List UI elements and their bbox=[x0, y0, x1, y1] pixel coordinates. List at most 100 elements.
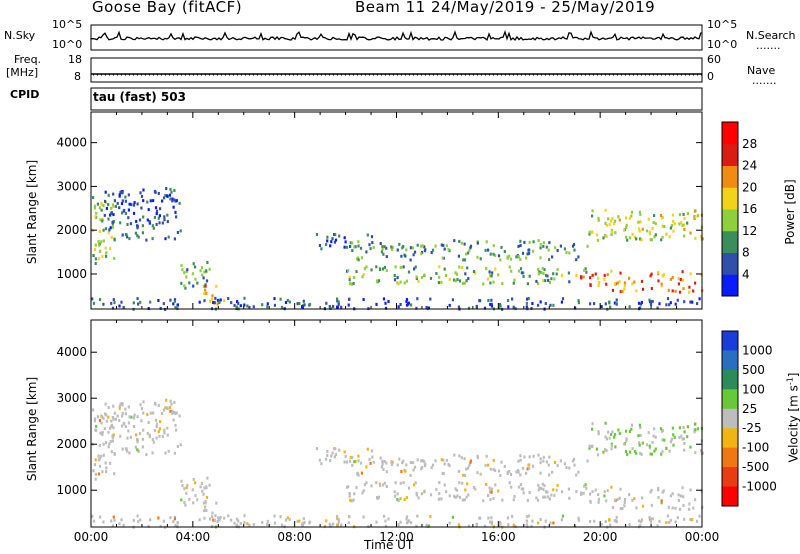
velocity-echo-cell bbox=[239, 522, 242, 525]
velocity-echo-cell bbox=[527, 514, 530, 518]
nave-top-tick: 60 bbox=[707, 53, 721, 66]
velocity-echo-cell bbox=[442, 458, 445, 462]
velocity-echo-cell bbox=[360, 471, 363, 475]
power-echo-cell bbox=[359, 246, 363, 250]
velocity-echo-cell bbox=[116, 414, 119, 418]
power-echo-cell bbox=[420, 252, 423, 256]
power-echo-cell bbox=[151, 224, 154, 228]
velocity-echo-cell bbox=[487, 516, 490, 520]
velocity-echo-cell bbox=[437, 497, 440, 501]
velocity-echo-cell bbox=[682, 495, 685, 499]
velocity-echo-cell bbox=[623, 501, 626, 504]
power-echo-cell bbox=[110, 235, 113, 239]
power-echo-cell bbox=[631, 232, 634, 236]
velocity-echo-cell bbox=[677, 499, 680, 502]
velocity-echo-cell bbox=[563, 462, 566, 466]
power-echo-cell bbox=[626, 238, 629, 242]
power-echo-cell bbox=[693, 209, 697, 213]
power-echo-cell bbox=[423, 249, 427, 253]
velocity-echo-cell bbox=[586, 459, 589, 463]
velocity-echo-cell bbox=[396, 498, 399, 501]
velocity-echo-cell bbox=[494, 483, 497, 487]
velocity-echo-cell bbox=[458, 495, 462, 499]
power-echo-cell bbox=[485, 267, 488, 271]
power-echo-cell bbox=[396, 248, 399, 252]
power-echo-cell bbox=[440, 280, 443, 284]
power-echo-cell bbox=[440, 243, 443, 247]
velocity-echo-cell bbox=[665, 446, 668, 450]
power-echo-cell bbox=[546, 274, 549, 278]
power-echo-cell bbox=[414, 265, 417, 269]
velocity-echo-cell bbox=[443, 483, 446, 487]
power-echo-cell bbox=[649, 303, 653, 306]
velocity-echo-cell bbox=[600, 522, 603, 526]
velocity-echo-cell bbox=[379, 456, 382, 460]
power-echo-cell bbox=[677, 277, 680, 280]
velocity-echo-cell bbox=[333, 455, 336, 459]
power-echo-cell bbox=[448, 277, 451, 281]
power-echo-cell bbox=[175, 199, 178, 203]
velocity-echo-cell bbox=[641, 441, 644, 445]
power-echo-cell bbox=[673, 222, 676, 226]
power-echo-cell bbox=[124, 195, 127, 199]
velocity-echo-cell bbox=[365, 465, 368, 469]
velocity-echo-cell bbox=[203, 516, 206, 520]
velocity-colorbar-tick: -500 bbox=[742, 460, 769, 474]
velocity-echo-cell bbox=[423, 464, 427, 468]
power-echo-cell bbox=[501, 282, 504, 286]
velocity-echo-cell bbox=[623, 498, 627, 501]
velocity-echo-cell bbox=[142, 411, 145, 415]
power-echo-cell bbox=[219, 298, 222, 302]
power-echo-cell bbox=[415, 277, 418, 281]
power-echo-cell bbox=[530, 306, 533, 310]
velocity-echo-cell bbox=[548, 497, 551, 501]
power-echo-cell bbox=[443, 247, 446, 251]
power-echo-cell bbox=[380, 250, 384, 254]
velocity-echo-cell bbox=[362, 489, 365, 493]
velocity-echo-cell bbox=[399, 520, 402, 524]
power-echo-cell bbox=[119, 190, 122, 194]
power-echo-cell bbox=[124, 199, 127, 203]
velocity-echo-cell bbox=[559, 459, 562, 463]
power-echo-cell bbox=[100, 240, 103, 244]
power-echo-cell bbox=[326, 235, 329, 239]
velocity-echo-cell bbox=[467, 466, 470, 470]
velocity-echo-cell bbox=[230, 518, 233, 522]
power-echo-cell bbox=[437, 281, 440, 285]
velocity-echo-cell bbox=[118, 405, 121, 409]
velocity-echo-cell bbox=[461, 481, 464, 485]
velocity-echo-cell bbox=[199, 485, 202, 489]
power-echo-cell bbox=[490, 302, 493, 306]
power-echo-cell bbox=[330, 240, 333, 244]
velocity-echo-cell bbox=[208, 483, 211, 487]
power-echo-cell bbox=[382, 252, 385, 256]
power-echo-cell bbox=[694, 215, 697, 218]
velocity-echo-cell bbox=[303, 521, 306, 524]
velocity-echo-cell bbox=[105, 470, 108, 474]
velocity-echo-cell bbox=[536, 498, 540, 502]
velocity-echo-cell bbox=[124, 407, 127, 411]
power-echo-cell bbox=[539, 242, 542, 246]
power-echo-cell bbox=[556, 267, 559, 271]
power-echo-cell bbox=[639, 237, 642, 241]
velocity-echo-cell bbox=[273, 514, 276, 518]
station-title: Goose Bay (fitACF) bbox=[92, 0, 243, 16]
velocity-echo-cell bbox=[111, 436, 114, 440]
power-echo-cell bbox=[357, 258, 360, 262]
power-echo-cell bbox=[128, 202, 131, 206]
velocity-echo-cell bbox=[102, 453, 105, 457]
power-echo-cell bbox=[671, 276, 674, 279]
velocity-echo-cell bbox=[648, 444, 651, 448]
xtick-label: 08:00 bbox=[277, 530, 312, 544]
velocity-echo-cell bbox=[168, 405, 172, 409]
velocity-echo-cell bbox=[198, 518, 201, 522]
velocity-echo-cell bbox=[683, 448, 686, 452]
power-echo-cell bbox=[174, 210, 177, 214]
power-echo-cell bbox=[102, 204, 105, 208]
velocity-echo-cell bbox=[657, 495, 660, 499]
velocity-echo-cell bbox=[407, 519, 410, 523]
power-echo-cell bbox=[107, 203, 110, 207]
velocity-echo-cell bbox=[142, 400, 145, 404]
velocity-echo-cell bbox=[146, 413, 149, 417]
velocity-echo-cell bbox=[595, 447, 599, 451]
